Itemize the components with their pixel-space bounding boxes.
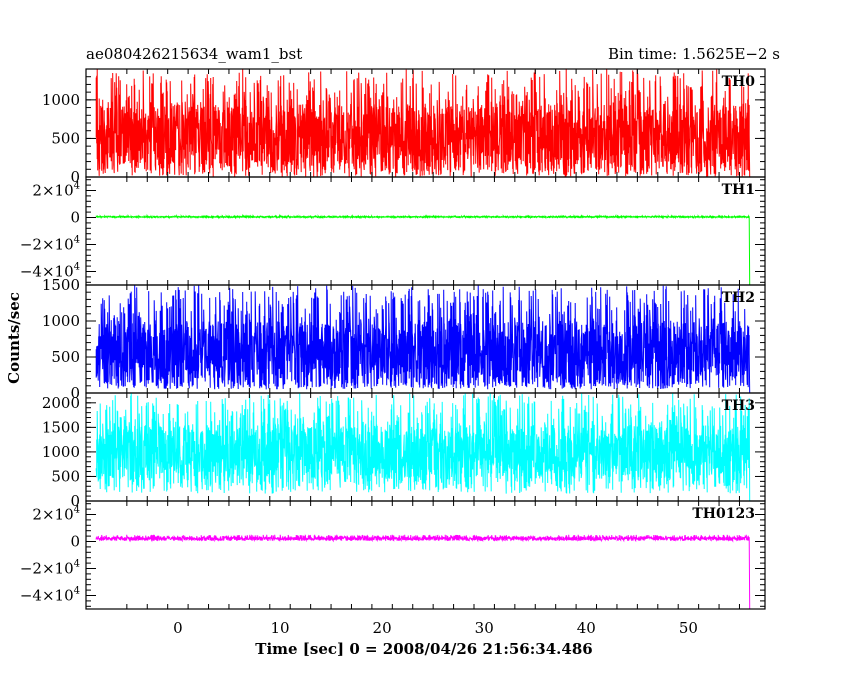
y-tick-label-base: 1000 (42, 443, 80, 461)
x-tick-label: 30 (475, 619, 494, 637)
y-tick-label: 1000 (42, 312, 80, 330)
y-tick-label: 500 (51, 467, 80, 485)
y-tick-label: 2000 (42, 394, 80, 412)
y-tick-label: −2×104 (20, 235, 80, 254)
series-th1-line (95, 213, 751, 286)
y-tick-label: 2×104 (32, 181, 80, 200)
y-tick-label: 1000 (42, 91, 80, 109)
y-tick-label-base: −2×10 (20, 236, 74, 254)
panel-label-th3: TH3 (722, 398, 755, 414)
panel-label-th2: TH2 (722, 290, 755, 306)
y-tick-label-base: −4×10 (20, 263, 74, 281)
y-tick-label-base: 2×10 (32, 182, 73, 200)
panel-th0: 0 500 1000 TH0 (42, 68, 766, 186)
y-tick-label-base: 0 (70, 168, 80, 186)
panel-label-th1: TH1 (722, 182, 755, 198)
y-tick-label: 500 (51, 129, 80, 147)
y-tick-label-base: 0 (70, 492, 80, 510)
panel-frame (85, 500, 766, 610)
y-tick-label: 1500 (42, 418, 80, 436)
series-th0-line (95, 69, 751, 178)
panel-th2: 0 500 1000 1500 TH2 (42, 276, 766, 402)
y-tick-label-base: 1500 (42, 276, 80, 294)
y-tick-label: 0 (70, 384, 80, 402)
y-tick-label: −4×104 (20, 586, 80, 605)
y-tick-label-base: −4×10 (20, 587, 74, 605)
y-tick-label-exponent: 4 (74, 181, 80, 192)
y-tick-label-base: 0 (70, 533, 80, 551)
x-tick-label: 50 (679, 619, 698, 637)
y-tick-label: 1000 (42, 443, 80, 461)
y-tick-label-base: 500 (51, 129, 80, 147)
y-tick-label: −4×104 (20, 262, 80, 281)
y-tick-label-base: 1500 (42, 418, 80, 436)
series-th0123-line (95, 534, 751, 610)
y-tick-label-base: 2×10 (32, 506, 73, 524)
y-tick-label: 500 (51, 348, 80, 366)
y-tick-label-exponent: 4 (74, 505, 80, 516)
y-tick-label-exponent: 4 (74, 235, 80, 246)
x-tick-label: 20 (373, 619, 392, 637)
panel-label-th0: TH0 (722, 74, 756, 90)
y-tick-label-exponent: 4 (74, 559, 80, 570)
y-tick-label-base: 1000 (42, 312, 80, 330)
y-tick-label-base: 2000 (42, 394, 80, 412)
x-axis-title: Time [sec] 0 = 2008/04/26 21:56:34.486 (255, 640, 592, 658)
y-tick-label-base: 500 (51, 467, 80, 485)
y-tick-label: −2×104 (20, 559, 80, 578)
y-tick-label: 0 (70, 209, 80, 227)
y-tick-label: 0 (70, 168, 80, 186)
panel-label-th0123: TH0123 (692, 506, 755, 522)
y-tick-label-base: −2×10 (20, 560, 74, 578)
x-tick-label: 40 (577, 619, 596, 637)
y-tick-label-base: 1000 (42, 91, 80, 109)
x-tick-label: 0 (173, 619, 183, 637)
y-tick-label: 0 (70, 492, 80, 510)
y-tick-label-base: 0 (70, 209, 80, 227)
y-tick-label-exponent: 4 (74, 262, 80, 273)
y-tick-label-base: 0 (70, 384, 80, 402)
panel-th3: 0 500 1000 1500 2000 TH3 (42, 392, 766, 510)
chart-title: ae080426215634_wam1_bst (86, 45, 302, 63)
series-th3-line (95, 392, 751, 502)
x-tick-label: 10 (270, 619, 289, 637)
series-th2-line (95, 285, 751, 394)
y-tick-label-exponent: 4 (74, 586, 80, 597)
y-tick-label: 0 (70, 533, 80, 551)
panel-frame (85, 176, 766, 286)
y-tick-label: 1500 (42, 276, 80, 294)
y-tick-label: 2×104 (32, 505, 80, 524)
y-axis-title: Counts/sec (5, 292, 23, 384)
bin-time-label: Bin time: 1.5625E−2 s (608, 45, 780, 63)
x-axis: 0 10 20 30 40 50 (173, 619, 698, 637)
y-tick-label-base: 500 (51, 348, 80, 366)
